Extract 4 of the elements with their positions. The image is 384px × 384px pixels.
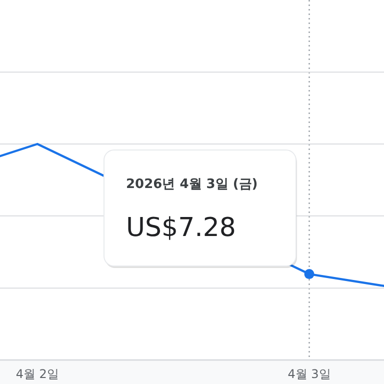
x-tick-label: 4월 2일 (16, 367, 59, 381)
annotation: 2026년 4월 3일 (금) (126, 177, 258, 192)
x-tick-label: 4월 3일 (288, 367, 331, 381)
annotation: US$7.28 (126, 213, 236, 243)
